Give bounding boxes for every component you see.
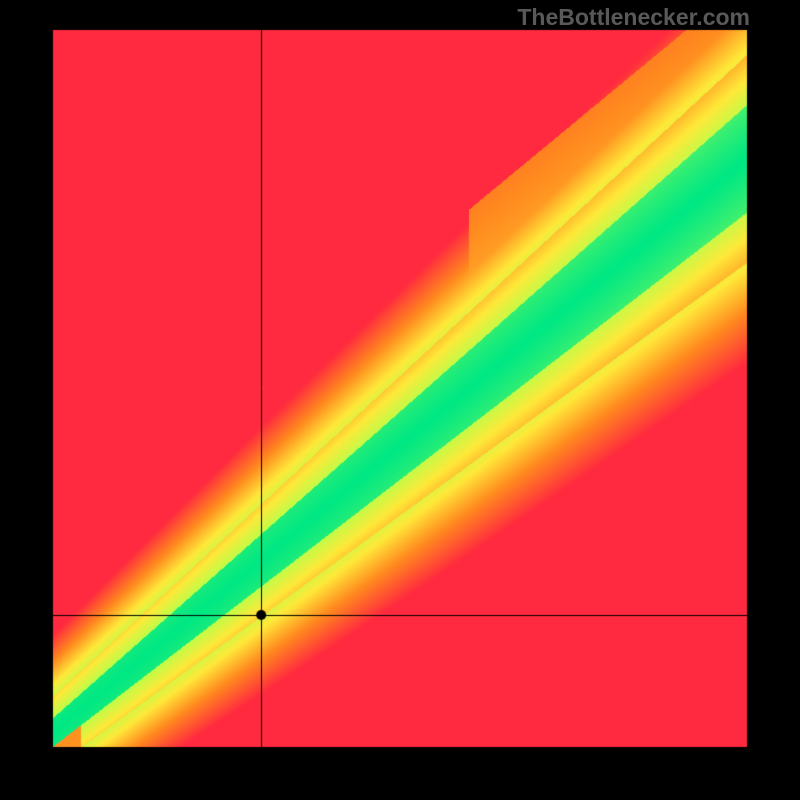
bottleneck-heatmap-canvas: [0, 0, 800, 800]
chart-container: TheBottlenecker.com: [0, 0, 800, 800]
